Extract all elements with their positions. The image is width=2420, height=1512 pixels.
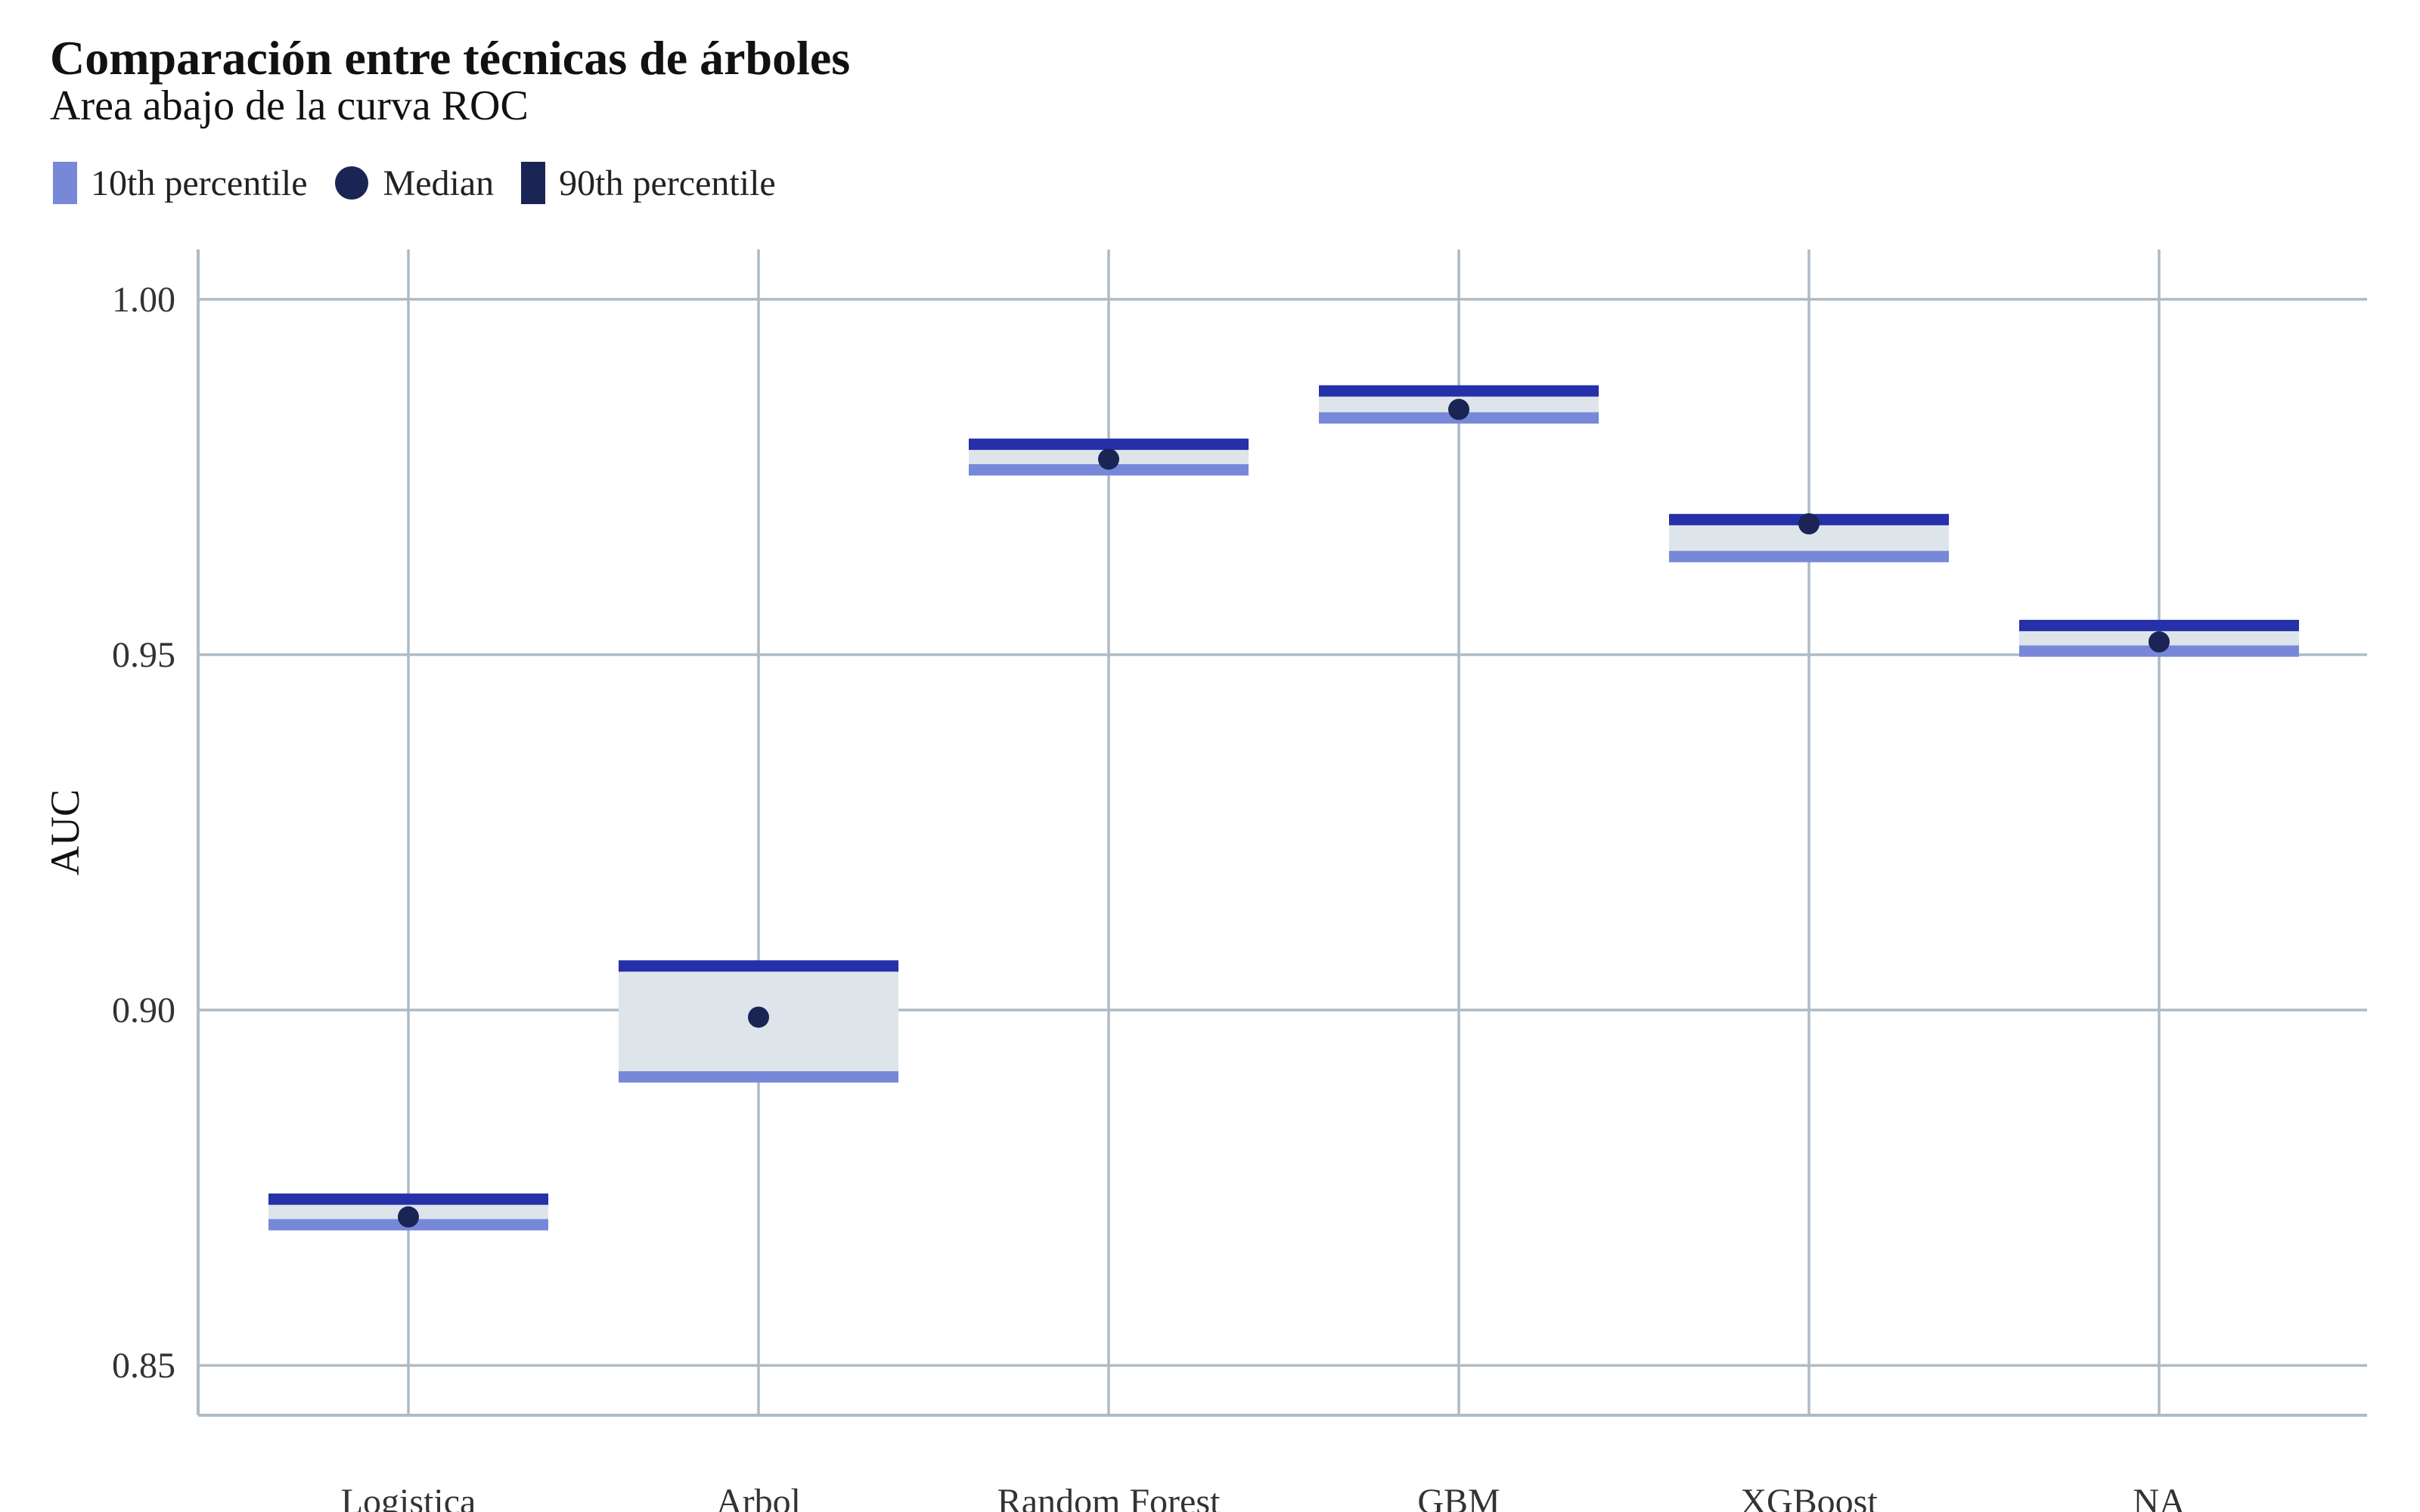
p90-bar [268, 1193, 548, 1205]
y-tick-label: 0.95 [112, 635, 175, 675]
p10-bar [1669, 550, 1949, 562]
legend-swatch-median [334, 166, 368, 200]
legend-swatch-10th-percentile [53, 162, 77, 204]
x-tick-label: Logistica [341, 1482, 476, 1512]
median-point [1798, 513, 1820, 534]
median-point [398, 1206, 419, 1228]
y-tick-label: 0.85 [112, 1346, 175, 1386]
axis-text-layer: 0.85 0.90 0.95 1.00 Logistica Arbol Random For… [42, 280, 2186, 1512]
p10-bar [619, 1070, 898, 1083]
median-point [2149, 631, 2170, 653]
median-point [748, 1006, 769, 1028]
p90-bar [619, 960, 898, 972]
p90-bar [969, 438, 1249, 451]
x-tick-label: Random Forest [997, 1482, 1221, 1512]
y-tick-label: 0.90 [112, 990, 175, 1030]
legend-label-10th-percentile: 10th percentile [91, 163, 308, 203]
y-axis-title: AUC [42, 789, 88, 875]
grid-layer [197, 249, 2367, 1417]
p90-bar [2019, 619, 2299, 631]
legend-swatch-90th-percentile [521, 162, 546, 204]
p10-bar [969, 463, 1249, 476]
legend: 10th percentile Median 90th percentile [53, 160, 803, 206]
legend-item-10th-percentile: 10th percentile [53, 162, 308, 204]
y-tick-label: 1.00 [112, 280, 175, 320]
x-tick-label: NA [2133, 1482, 2186, 1512]
mark-layer [268, 385, 2299, 1231]
chart-subtitle: Area abajo de la curva ROC [50, 82, 529, 129]
median-point [1098, 448, 1119, 470]
band-layer [268, 391, 2299, 1225]
x-tick-label: Arbol [716, 1482, 801, 1512]
p90-bar [1319, 385, 1599, 397]
legend-item-median: Median [334, 163, 495, 204]
legend-label-90th-percentile: 90th percentile [559, 163, 776, 203]
legend-item-90th-percentile: 90th percentile [521, 162, 776, 204]
legend-label-median: Median [383, 163, 495, 203]
x-tick-label: XGBoost [1740, 1482, 1878, 1512]
x-tick-label: GBM [1417, 1482, 1500, 1512]
chart-title: Comparación entre técnicas de árboles [50, 31, 851, 85]
median-point [1448, 398, 1469, 420]
